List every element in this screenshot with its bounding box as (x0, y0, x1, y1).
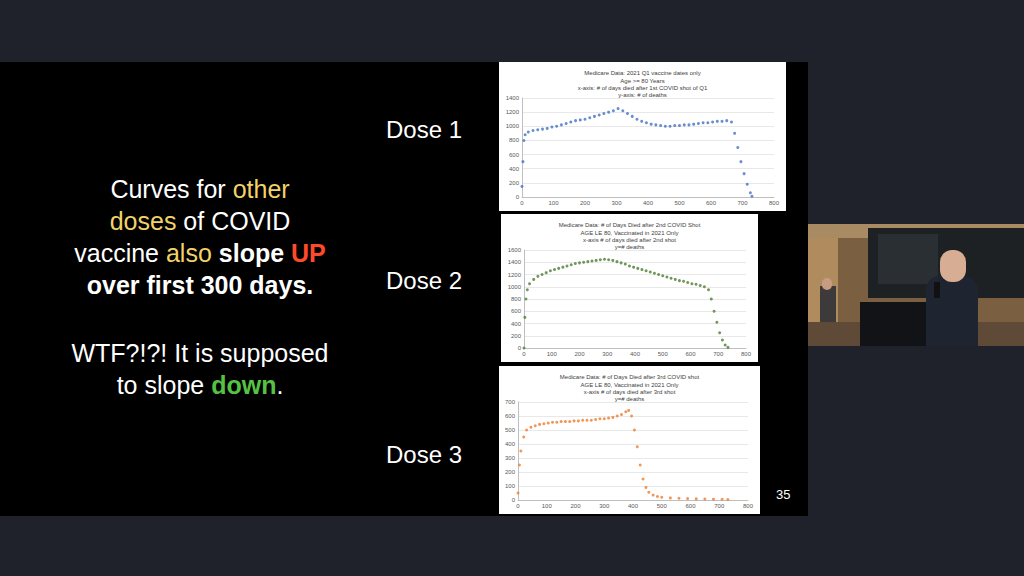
svg-text:400: 400 (505, 441, 516, 447)
html-text:Curves for other: Curves for other (110, 175, 290, 203)
html-text:Dose 2: Dose 2 (386, 267, 462, 294)
html-text:Dose 1: Dose 1 (386, 116, 462, 143)
svg-text:1000: 1000 (508, 284, 522, 290)
svg-text:600: 600 (511, 308, 522, 314)
html-text:WTF?!?! It is supposed: WTF?!?! It is supposed (71, 339, 329, 367)
svg-text:700: 700 (713, 351, 724, 357)
svg-text:800: 800 (509, 137, 520, 143)
svg-text:200: 200 (580, 200, 591, 206)
svg-text:500: 500 (658, 351, 669, 357)
svg-text:600: 600 (685, 351, 696, 357)
html-text:vaccine also slope UP: vaccine also slope UP (74, 239, 326, 267)
svg-text:600: 600 (509, 152, 520, 158)
svg-text:800: 800 (743, 503, 754, 509)
svg-text:400: 400 (628, 503, 639, 509)
svg-text:x-axis # of days died after 2n: x-axis # of days died after 2nd shot (583, 237, 676, 243)
svg-text:1200: 1200 (508, 272, 522, 278)
svg-text:200: 200 (574, 351, 585, 357)
html-text:Dose 3: Dose 3 (386, 441, 462, 468)
svg-text:x-axis: # of days died after 1: x-axis: # of days died after 1st COVID s… (578, 85, 708, 91)
svg-text:Medicare Data: # of Days Died: Medicare Data: # of Days Died after 3rd … (560, 374, 700, 380)
svg-text:200: 200 (511, 333, 522, 339)
svg-text:0: 0 (516, 194, 520, 200)
svg-text:800: 800 (741, 351, 752, 357)
svg-text:400: 400 (643, 200, 654, 206)
svg-text:600: 600 (685, 503, 696, 509)
svg-text:800: 800 (769, 200, 780, 206)
svg-text:500: 500 (674, 200, 685, 206)
html-text:35: 35 (776, 487, 791, 502)
svg-text:300: 300 (505, 455, 516, 461)
svg-text:0: 0 (522, 351, 526, 357)
svg-text:300: 300 (599, 503, 610, 509)
svg-text:100: 100 (548, 200, 559, 206)
svg-text:1400: 1400 (508, 259, 522, 265)
svg-text:1200: 1200 (506, 109, 520, 115)
svg-text:100: 100 (542, 503, 553, 509)
svg-text:Medicare Data: # of Days Died: Medicare Data: # of Days Died after 2nd … (559, 222, 701, 228)
svg-text:700: 700 (714, 503, 725, 509)
svg-text:0: 0 (516, 503, 520, 509)
svg-text:600: 600 (505, 413, 516, 419)
svg-text:100: 100 (505, 483, 516, 489)
svg-text:Medicare Data: 2021 Q1 vaccine: Medicare Data: 2021 Q1 vaccine dates onl… (584, 70, 700, 76)
svg-text:Age >= 80 Years: Age >= 80 Years (620, 78, 664, 84)
svg-text:y=# deaths: y=# deaths (615, 244, 645, 250)
svg-text:0: 0 (518, 345, 522, 351)
svg-text:1600: 1600 (508, 247, 522, 253)
svg-text:200: 200 (505, 469, 516, 475)
html-text:over first 300 days.: over first 300 days. (86, 271, 314, 299)
svg-text:y=# deaths: y=# deaths (615, 396, 645, 402)
svg-text:100: 100 (547, 351, 558, 357)
svg-text:1000: 1000 (506, 123, 520, 129)
svg-text:AGE LE 80, Vaccinated in 2021: AGE LE 80, Vaccinated in 2021 Only (581, 382, 679, 388)
svg-text:700: 700 (505, 399, 516, 405)
html-text:doses of COVID: doses of COVID (109, 207, 291, 235)
svg-text:200: 200 (570, 503, 581, 509)
svg-text:300: 300 (602, 351, 613, 357)
svg-text:300: 300 (611, 200, 622, 206)
svg-text:x-axis # of days died after 3r: x-axis # of days died after 3rd shot (584, 389, 676, 395)
svg-text:0: 0 (512, 497, 516, 503)
svg-text:800: 800 (511, 296, 522, 302)
svg-text:AGE LE 80, Vaccinated in 2021: AGE LE 80, Vaccinated in 2021 Only (581, 230, 679, 236)
svg-text:600: 600 (706, 200, 717, 206)
svg-text:200: 200 (509, 180, 520, 186)
svg-text:700: 700 (737, 200, 748, 206)
svg-text:400: 400 (509, 166, 520, 172)
svg-text:0: 0 (520, 200, 524, 206)
svg-text:1400: 1400 (506, 95, 520, 101)
svg-text:500: 500 (505, 427, 516, 433)
svg-text:y-axis: # of deaths: y-axis: # of deaths (618, 92, 667, 98)
svg-text:500: 500 (657, 503, 668, 509)
svg-text:400: 400 (511, 321, 522, 327)
html-text:to slope down.: to slope down. (116, 371, 284, 399)
svg-text:400: 400 (630, 351, 641, 357)
